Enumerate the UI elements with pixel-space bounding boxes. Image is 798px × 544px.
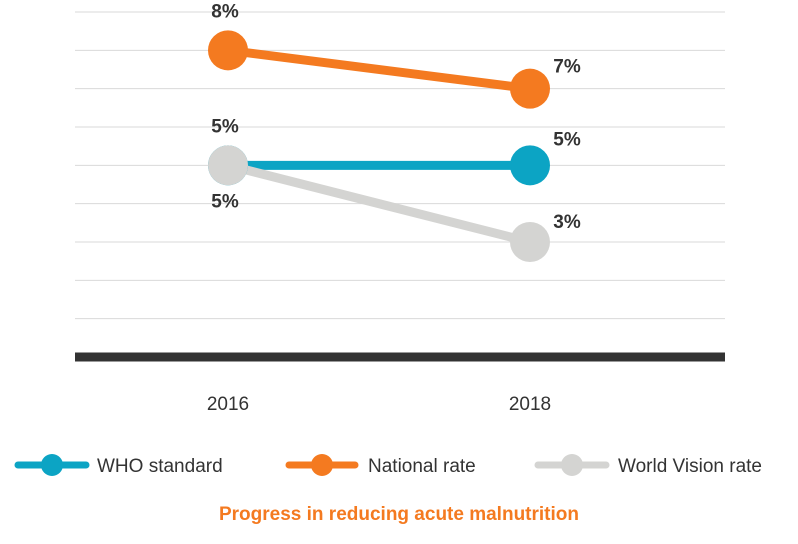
data-label: 5% — [211, 116, 239, 137]
legend-label: National rate — [368, 456, 476, 477]
data-label: 7% — [553, 57, 581, 78]
data-point — [510, 222, 550, 262]
x-axis: 2016 2018 — [75, 352, 725, 415]
data-label: 3% — [553, 212, 581, 233]
data-point — [510, 68, 550, 109]
x-tick-label: 2018 — [509, 394, 551, 415]
data-point — [208, 30, 248, 71]
series-line — [223, 160, 535, 247]
data-label: 8% — [211, 1, 239, 22]
legend-item: WHO standard — [14, 454, 223, 477]
legend-item: World Vision rate — [534, 454, 762, 477]
legend-item: National rate — [285, 454, 476, 477]
legend-swatch-marker — [41, 454, 63, 476]
chart-caption: Progress in reducing acute malnutrition — [218, 504, 579, 525]
data-point — [208, 145, 248, 186]
legend: WHO standard National rate World Vision ra… — [14, 454, 762, 477]
legend-swatch-marker — [311, 454, 333, 476]
series-lines — [208, 30, 550, 262]
legend-label: World Vision rate — [618, 456, 762, 477]
data-label: 5% — [553, 129, 581, 150]
legend-swatch-marker — [561, 454, 583, 476]
data-point — [510, 145, 550, 186]
x-tick-label: 2016 — [207, 394, 249, 415]
data-label: 5% — [211, 191, 239, 212]
series-line — [223, 45, 535, 94]
data-labels: 5% 5% 8% 7% 5% 3% — [211, 1, 581, 233]
legend-label: WHO standard — [97, 456, 223, 477]
